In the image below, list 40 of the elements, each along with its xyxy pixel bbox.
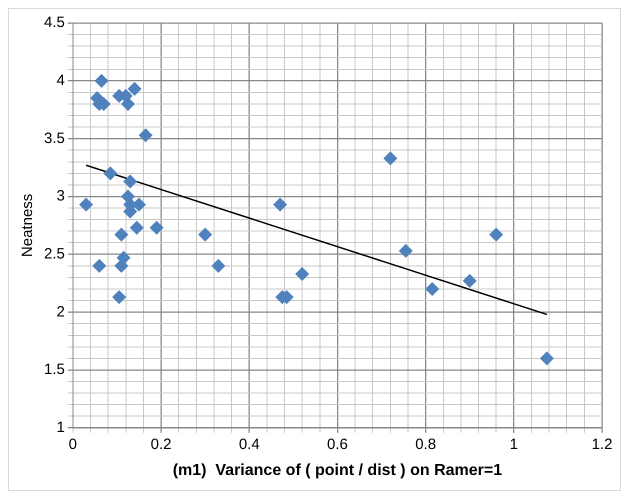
point (383, 151, 398, 166)
point (92, 258, 106, 273)
point (273, 198, 288, 212)
x-tick-label: 1.2 (592, 436, 612, 453)
point (150, 220, 164, 235)
point (103, 166, 118, 180)
y-tick-label: 3.5 (44, 130, 65, 147)
x-tick-label: 0.4 (238, 436, 260, 453)
x-axis-title: (m1) Variance of ( point / dist ) on Ramer=1 (172, 462, 502, 479)
point (462, 274, 477, 288)
point (398, 244, 413, 258)
y-tick-label: 4 (56, 72, 65, 89)
point (79, 198, 94, 212)
point (128, 82, 142, 96)
y-tick-label: 3 (56, 188, 65, 205)
y-tick-label: 4.5 (44, 14, 65, 32)
x-tick-label: 0.8 (415, 436, 436, 453)
point (489, 228, 504, 242)
x-tick-label: 0.2 (150, 436, 172, 453)
y-tick-label: 1 (56, 418, 65, 436)
point (198, 228, 212, 242)
x-tick-label: 0 (68, 436, 78, 453)
point (123, 174, 138, 188)
point (130, 220, 144, 235)
point (94, 74, 109, 88)
x-tick-label: 1 (510, 436, 518, 453)
point (540, 351, 554, 366)
point (425, 282, 440, 296)
y-axis-title: Neatness (19, 194, 36, 258)
y-tick-label: 1.5 (44, 361, 65, 378)
point (112, 290, 126, 304)
x-tick-label: 0.6 (326, 436, 348, 453)
point (120, 96, 135, 111)
point (211, 258, 226, 273)
point (138, 128, 153, 142)
y-tick-label: 2 (56, 303, 65, 320)
point (116, 250, 131, 265)
point (295, 266, 310, 281)
y-tick-label: 2.5 (44, 245, 65, 262)
point (114, 228, 128, 242)
